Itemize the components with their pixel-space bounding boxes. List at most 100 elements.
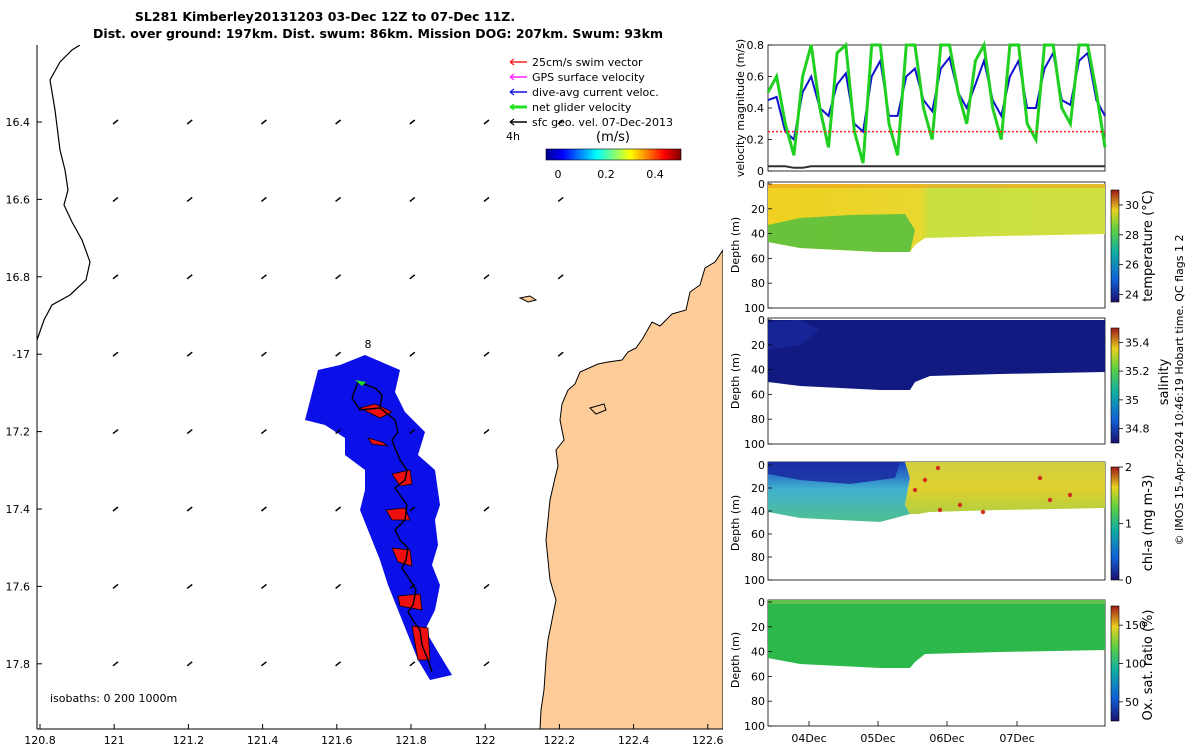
map-lon-tick-label: 122 <box>475 734 496 747</box>
chla-field-surface <box>768 462 900 484</box>
quiver-arrow <box>112 351 119 357</box>
chla-panel: 0 20 40 60 80 100 0 1 2 chl-a (mg m-3) Depth (m… <box>729 459 1156 587</box>
colorbar-tick-label: 26 <box>1125 259 1139 272</box>
depth-ytick-label: 100 <box>744 574 765 587</box>
depth-ytick-label: 100 <box>744 438 765 451</box>
figure-title-line1: SL281 Kimberley20131203 03-Dec 12Z to 07… <box>135 9 515 24</box>
colorbar-tick-label: 30 <box>1125 199 1139 212</box>
oxygen-ylabel: Depth (m) <box>729 632 742 688</box>
chla-colorbar-label: chl-a (mg m-3) <box>1141 475 1156 572</box>
depth-ytick-label: 20 <box>751 482 765 495</box>
quiver-arrow <box>483 429 490 435</box>
quiver-arrow <box>483 583 490 589</box>
map-colorbar-tick: 0 <box>555 168 562 181</box>
coastline-land <box>539 249 723 729</box>
quiver-arrow <box>112 196 119 202</box>
salinity-colorbar <box>1110 327 1120 444</box>
chla-point <box>935 465 941 471</box>
quiver-arrow <box>260 429 267 435</box>
oxygen-colorbar-label: Ox. sat. ratio (%) <box>1141 610 1156 721</box>
quiver-arrow <box>335 274 342 280</box>
temperature-surface-band <box>768 184 1105 188</box>
chla-high-points <box>912 465 1073 515</box>
net-velocity-marker <box>355 380 366 386</box>
chla-point <box>1047 497 1053 503</box>
map-lat-tick-label: 17.6 <box>6 580 31 593</box>
quiver-arrow <box>335 429 342 435</box>
oxygen-surface-band <box>768 600 1105 604</box>
depth-ytick-label: 40 <box>751 228 765 241</box>
map-legend-label: GPS surface velocity <box>532 71 645 84</box>
chla-point <box>937 507 943 513</box>
chla-point <box>1037 475 1043 481</box>
colorbar-tick-label: 34.8 <box>1125 423 1150 436</box>
isobaths-label: isobaths: 0 200 1000m <box>50 692 177 705</box>
track-swim-patches <box>358 403 431 661</box>
quiver-arrow <box>335 196 342 202</box>
map-panel: 120.8 121 121.2 121.4 121.6 121.8 122 122.2 122.… <box>6 45 724 747</box>
quiver-arrow <box>483 196 490 202</box>
colorbar-tick-label: 1 <box>1125 518 1132 531</box>
quiver-arrow <box>557 351 564 357</box>
quiver-arrow <box>260 274 267 280</box>
salinity-colorbar-label: salinity <box>1157 358 1172 405</box>
profile-panels: 0 0.2 0.4 0.6 0.8 velocity magnitude (m/s) 0… <box>729 39 1172 745</box>
quiver-arrow <box>186 274 193 280</box>
quiver-arrow <box>112 661 119 667</box>
salinity-ylabel: Depth (m) <box>729 353 742 409</box>
quiver-arrow <box>112 583 119 589</box>
quiver-arrow <box>409 583 416 589</box>
figure-title-line2: Dist. over ground: 197km. Dist. swum: 86… <box>93 26 663 41</box>
depth-ytick-label: 60 <box>751 388 765 401</box>
colorbar-tick-label: 150 <box>1125 619 1146 632</box>
depth-ytick-label: 20 <box>751 339 765 352</box>
quiver-arrow <box>335 119 342 125</box>
quiver-arrow <box>557 274 564 280</box>
quiver-arrow <box>112 274 119 280</box>
label-4h: 4h <box>506 130 520 143</box>
time-tick-label: 04Dec <box>791 732 826 745</box>
map-colorbar-tick: 0.2 <box>597 168 615 181</box>
quiver-arrow <box>186 196 193 202</box>
quiver-arrow <box>186 429 193 435</box>
depth-ytick-label: 0 <box>758 314 765 327</box>
quiver-arrow <box>112 506 119 512</box>
oxygen-colorbar <box>1110 605 1120 722</box>
quiver-arrow <box>260 583 267 589</box>
velocity-series-line <box>766 40 1107 164</box>
chla-point <box>912 487 918 493</box>
salinity-panel: 0 20 40 60 80 100 34.8 35 35.2 35.4 salinity Dep… <box>729 314 1172 451</box>
map-lon-tick-label: 121.6 <box>321 734 353 747</box>
depth-ytick-label: 0 <box>758 596 765 609</box>
quiver-arrow <box>186 119 193 125</box>
velocity-series-line <box>768 165 1105 169</box>
map-lat-tick-label: 16.8 <box>6 271 31 284</box>
map-lon-tick-label: 121 <box>104 734 125 747</box>
depth-ytick-label: 60 <box>751 252 765 265</box>
quiver-arrow <box>260 506 267 512</box>
quiver-arrow <box>112 119 119 125</box>
depth-ytick-label: 80 <box>751 413 765 426</box>
map-lon-tick-label: 122.2 <box>544 734 576 747</box>
map-lon-tick-label: 121.8 <box>395 734 427 747</box>
map-lat-ticks: 16.4 16.6 16.8 -17 17.2 17.4 17.6 17.8 <box>6 116 42 671</box>
velocity-ylabel: velocity magnitude (m/s) <box>734 39 747 177</box>
quiver-arrow <box>409 196 416 202</box>
quiver-arrow <box>483 506 490 512</box>
quiver-arrow <box>409 274 416 280</box>
temperature-colorbar <box>1110 189 1120 303</box>
map-lon-tick-label: 121.4 <box>247 734 279 747</box>
chla-point <box>1067 492 1073 498</box>
depth-ytick-label: 20 <box>751 203 765 216</box>
temperature-panel: 0 20 40 60 80 100 24 26 28 30 temperature (°C) D… <box>729 178 1156 315</box>
quiver-arrow <box>335 583 342 589</box>
quiver-arrow <box>260 119 267 125</box>
depth-ytick-label: 60 <box>751 528 765 541</box>
temperature-field-cool <box>768 214 915 252</box>
depth-ytick-label: 0 <box>758 178 765 191</box>
colorbar-tick-label: 35.4 <box>1125 336 1150 349</box>
velocity-ytick-label: 0.8 <box>747 39 765 52</box>
depth-ytick-label: 40 <box>751 646 765 659</box>
map-legend: 25cm/s swim vector GPS surface velocity di… <box>509 56 673 129</box>
